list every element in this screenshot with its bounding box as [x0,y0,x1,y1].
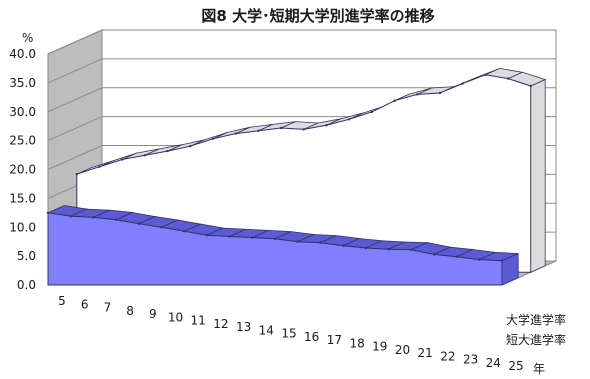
data-point [529,84,532,88]
x-tick-label: 17 [327,333,342,347]
y-tick-label: 35.0 [9,76,36,90]
data-point [137,222,140,225]
gridline [47,29,556,55]
data-point [75,173,79,176]
data-point [364,246,367,250]
x-tick-label: 5 [58,294,66,308]
x-tick-label: 10 [168,310,183,324]
data-point [251,236,254,239]
data-point [98,165,101,168]
data-point [393,99,396,102]
y-axis-ticks: 0.0 5.0 10.0 15.0 20.0 25.0 30.0 35.0 40.0 [9,47,36,292]
data-point [296,240,299,243]
y-tick-label: 0.0 [17,278,36,292]
data-point [121,158,124,161]
x-tick-label: 12 [213,317,228,331]
series-end-cap [530,78,546,273]
data-point [228,235,231,238]
data-point [143,154,147,157]
data-point [325,124,328,127]
x-tick-label: 13 [236,320,251,334]
data-point [279,126,283,130]
data-point [183,230,186,233]
legend-label-junior-college: 短大進学率 [506,332,566,347]
y-tick-label: 10.0 [9,220,36,234]
x-tick-label: 24 [486,356,501,370]
x-tick-label: 16 [304,330,319,344]
data-point [370,110,374,114]
x-tick-label: 18 [349,336,364,350]
data-point [461,82,464,85]
data-point [302,128,305,131]
x-tick-label: 19 [372,340,387,354]
y-tick-label: 25.0 [9,134,36,148]
data-point [387,248,390,251]
x-axis-label: 年 [533,362,545,376]
data-point [257,129,260,132]
y-tick-label: 15.0 [9,191,36,205]
data-point [484,73,487,77]
data-point [500,259,504,262]
data-point [348,118,351,121]
data-point [416,93,419,96]
x-tick-label: 7 [104,301,112,315]
data-point [92,216,95,219]
x-tick-label: 8 [126,304,134,318]
data-point [319,241,322,244]
gridline [47,58,556,84]
x-tick-label: 20 [395,343,410,357]
data-point [506,77,510,80]
x-tick-label: 14 [259,323,274,337]
data-point [432,253,436,256]
x-tick-label: 23 [463,353,478,367]
data-point [211,137,215,140]
x-tick-label: 9 [149,307,157,321]
data-point [341,244,345,247]
data-point [46,211,50,214]
x-tick-label: 6 [81,297,89,311]
y-tick-label: 30.0 [9,105,36,119]
data-point [205,234,209,237]
legend-label-university: 大学進学率 [506,312,566,327]
data-point [234,132,237,135]
series-front-layer [46,205,519,286]
y-tick-label: 40.0 [9,47,36,61]
x-axis-ticks: 5 6 7 8 9 10 11 12 13 14 15 16 17 18 19 20 21 22 23 24 25 [58,294,523,373]
series-end-cap [501,252,519,286]
series-face [47,212,503,286]
gridline [47,87,556,113]
data-point [410,248,413,251]
data-point [160,226,163,229]
x-tick-label: 25 [508,359,523,373]
data-point [273,237,277,240]
x-tick-label: 15 [281,327,296,341]
chart-title: 図8 大学･短期大学別進学率の推移 [201,7,434,25]
data-point [69,215,72,218]
data-point [114,218,118,221]
y-tick-label: 5.0 [17,249,36,263]
y-tick-label: 20.0 [9,163,36,177]
data-point [166,149,169,153]
x-tick-label: 21 [418,346,433,360]
x-tick-label: 11 [191,314,206,328]
x-tick-label: 22 [440,349,455,363]
data-point [189,145,192,148]
data-point [478,258,481,261]
data-point [438,91,442,95]
y-axis-label: % [22,31,33,45]
data-point [455,255,458,258]
